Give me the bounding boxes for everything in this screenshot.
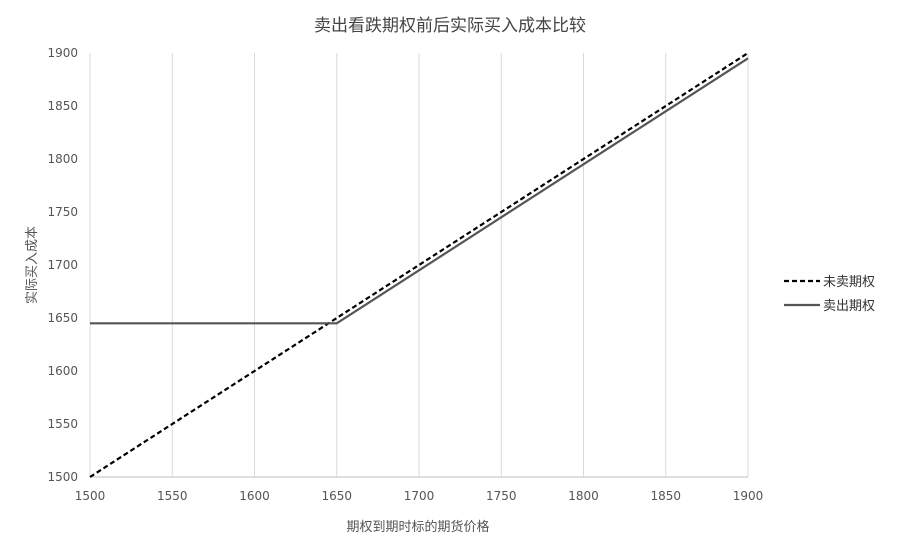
y-tick-labels: 1500 1550 1600 1650 1700 1750 1800 1850 1900 xyxy=(47,46,78,484)
x-tick-label: 1700 xyxy=(404,489,435,503)
y-tick-label: 1700 xyxy=(47,258,78,272)
y-tick-label: 1750 xyxy=(47,205,78,219)
y-tick-label: 1600 xyxy=(47,364,78,378)
chart-title: 卖出看跌期权前后实际买入成本比较 xyxy=(314,16,586,36)
y-axis-label: 实际买入成本 xyxy=(25,226,40,304)
x-axis-label: 期权到期时标的期货价格 xyxy=(346,519,489,535)
y-tick-label: 1550 xyxy=(47,417,78,431)
x-tick-label: 1650 xyxy=(321,489,352,503)
legend-label-1: 卖出期权 xyxy=(823,298,875,314)
x-tick-label: 1900 xyxy=(733,489,764,503)
x-tick-label: 1550 xyxy=(157,489,188,503)
series-line-1 xyxy=(90,57,749,325)
grid-lines xyxy=(171,53,749,477)
series-lines xyxy=(89,52,749,478)
y-tick-label: 1800 xyxy=(47,152,78,166)
y-tick-label: 1500 xyxy=(47,470,78,484)
x-tick-label: 1500 xyxy=(75,489,106,503)
x-tick-label: 1750 xyxy=(486,489,517,503)
y-tick-label: 1900 xyxy=(47,46,78,60)
y-tick-label: 1650 xyxy=(47,311,78,325)
x-tick-label: 1850 xyxy=(650,489,681,503)
x-tick-labels: 1500 1550 1600 1650 1700 1750 1800 1850 1900 xyxy=(75,489,764,503)
series-line-0 xyxy=(89,52,749,478)
axes xyxy=(89,53,748,478)
y-tick-label: 1850 xyxy=(47,99,78,113)
x-tick-label: 1600 xyxy=(239,489,270,503)
legend-label-0: 未卖期权 xyxy=(823,274,875,290)
x-tick-label: 1800 xyxy=(568,489,599,503)
